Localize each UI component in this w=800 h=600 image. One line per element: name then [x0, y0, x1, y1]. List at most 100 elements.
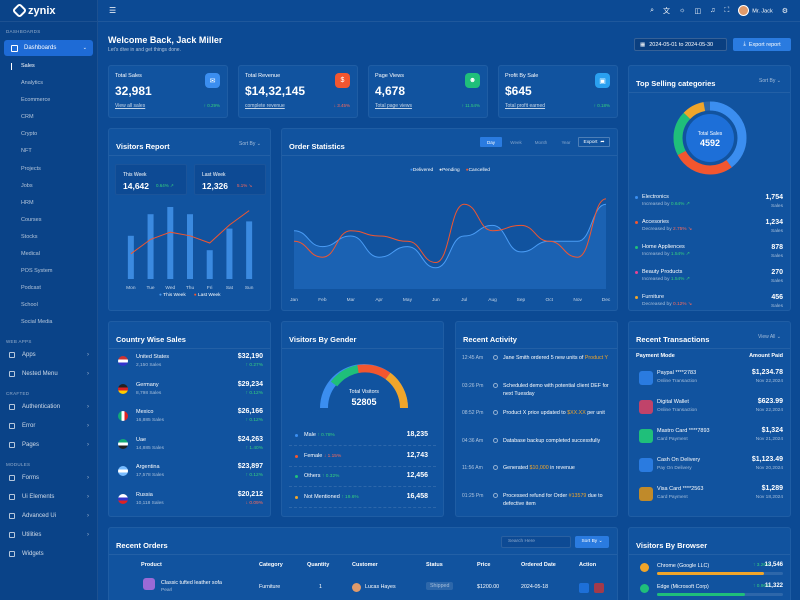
country-row[interactable]: Mexico 16,885 Sales $26,166 ↑ 0.12% [116, 408, 263, 430]
sort-button[interactable]: Sort By ⌄ [575, 536, 609, 548]
tab-week[interactable]: Week [510, 139, 522, 145]
sort-dropdown[interactable]: Sort By ⌄ [759, 78, 781, 84]
theme-icon[interactable]: ☼ [679, 7, 686, 14]
sort-dropdown[interactable]: Sort By ⌄ [239, 141, 261, 147]
sidebar-subitem[interactable]: Courses [21, 216, 42, 223]
sidebar-item-dashboards[interactable]: Dashboards ⌄ [4, 40, 93, 56]
activity-highlight: Product Y [584, 355, 609, 361]
donut-segment [673, 101, 747, 175]
menu-toggle-icon[interactable]: ☰ [109, 6, 117, 15]
sidebar-subitem[interactable]: Sales [0, 58, 97, 75]
export-report-button[interactable]: ⤓ Export report [733, 38, 791, 51]
sidebar-item-forms[interactable]: Forms › [0, 469, 97, 488]
date-range-picker[interactable]: ▦ 2024-05-01 to 2024-05-30 [634, 38, 727, 51]
export-button[interactable]: Export ➦ [578, 137, 610, 147]
activity-highlight: #13579 [568, 492, 587, 499]
country-row[interactable]: Uae 14,885 Sales $24,263 ↑ 1.40% [116, 436, 263, 458]
stat-link[interactable]: Total profit earned [505, 103, 546, 109]
stat-link[interactable]: View all sales [115, 103, 146, 109]
category-item[interactable]: Electronics Increased by 0.64% ↗ 1,754 Sale… [635, 194, 783, 219]
category-dot [635, 246, 638, 249]
payment-name: Paypal ****2783 [657, 370, 697, 376]
settings-icon[interactable]: ⚙ [781, 7, 788, 15]
sidebar-item-utilities[interactable]: Utilities › [0, 526, 97, 545]
sidebar-item-label: Pages [22, 442, 40, 448]
country-name: Argentina [136, 464, 160, 470]
sidebar-subitem[interactable]: POS System [21, 268, 53, 275]
category-item[interactable]: Accesories Decreased by 2.75% ↘ 1,234 Sales [635, 219, 783, 244]
chevron-right-icon: › [87, 442, 89, 448]
country-name: Germany [136, 381, 159, 388]
country-row[interactable]: Germany 8,798 Sales $29,234 ↑ 0.12% [116, 381, 263, 403]
product-name[interactable]: Classic tufted leather sofa [161, 580, 222, 586]
transaction-row[interactable]: Visa Card ****2563 Card Payment $1,289 Nov … [635, 484, 783, 511]
gender-change: ↑ 19.6% [341, 494, 359, 500]
sidebar-subitem[interactable]: Podcast [21, 285, 41, 292]
brand-logo[interactable]: zynix [0, 0, 97, 22]
country-row[interactable]: Russia 10,118 Sales $20,212 ↓ 0.09% [116, 491, 263, 513]
chevron-right-icon: › [87, 532, 89, 538]
category-item[interactable]: Home Appliences Increased by 1.54% ↗ 878 Sa… [635, 244, 783, 269]
sidebar-item-widgets[interactable]: Widgets [0, 545, 97, 564]
country-row[interactable]: Argentina 17,578 Sales $23,897 ↑ 0.12% [116, 463, 263, 485]
sidebar-item-nested-menu[interactable]: Nested Menu › [0, 365, 97, 384]
sidebar-subitem[interactable]: CRM [21, 114, 34, 121]
date-range-value: 2024-05-01 to 2024-05-30 [649, 41, 714, 48]
sidebar-subitem[interactable]: Ecommerce [21, 97, 51, 104]
country-amount: $29,234 [237, 380, 263, 388]
tab-day[interactable]: Day [480, 137, 502, 147]
sidebar-subitem[interactable]: Social Media [21, 319, 53, 326]
sidebar-subitem[interactable]: Jobs [21, 182, 33, 189]
cart-icon[interactable]: ◫ [694, 7, 702, 15]
transaction-row[interactable]: Mastro Card ****7893 Card Payment $1,324 No… [635, 426, 783, 453]
sidebar-subitem[interactable]: Medical [21, 251, 40, 258]
sidebar-item-pages[interactable]: Pages › [0, 436, 97, 455]
order-search-input[interactable]: Search Here [501, 536, 571, 548]
browser-row: Chrome (Google LLC) ↑ 3.26% 13,546 [635, 561, 783, 581]
transaction-row[interactable]: Cash On Delivery Pay On Delivery $1,123.49… [635, 455, 783, 482]
sidebar-item-label: Dashboards [24, 45, 57, 51]
sidebar-subitem[interactable]: HRM [21, 199, 34, 206]
timeline-dot-icon [493, 492, 498, 498]
fullscreen-icon[interactable]: ⛶ [724, 6, 730, 14]
activity-text: Processed refund for Order #13579 due to… [503, 492, 611, 508]
sidebar-item-error[interactable]: Error › [0, 417, 97, 436]
stat-link[interactable]: Total page views [375, 103, 412, 109]
tab-year[interactable]: Year [561, 139, 571, 145]
sidebar-subitem[interactable]: School [21, 302, 38, 309]
category-item[interactable]: Furniture Decreased by 0.12% ↘ 456 Sales [635, 294, 783, 319]
sidebar-item-label: Ui Elements [22, 494, 55, 500]
sidebar-item-advanced-ui[interactable]: Advanced Ui › [0, 507, 97, 526]
chevron-right-icon: › [87, 494, 89, 500]
edit-icon[interactable] [579, 583, 589, 593]
notification-icon[interactable]: ♫ [710, 7, 716, 14]
sidebar-subitem[interactable]: NFT [21, 148, 32, 155]
tool-icon [9, 532, 15, 538]
tab-month[interactable]: Month [534, 139, 548, 145]
language-icon[interactable]: 文 [663, 7, 671, 15]
section-label: WEB APPS [6, 338, 32, 344]
country-row[interactable]: United States 2,150 Sales $32,190 ↑ 0.27% [116, 353, 263, 375]
sidebar-subitem[interactable]: Projects [21, 165, 41, 172]
activity-time: 01:25 Pm [462, 492, 484, 499]
user-menu[interactable]: Mr. Jack [738, 5, 773, 16]
category-item[interactable]: Beauty Products Increased by 1.54% ↗ 270 Sa… [635, 269, 783, 294]
category-change: 1.54% ↗ [670, 252, 690, 257]
activity-rest: per unit [585, 410, 605, 416]
payment-amount: $1,234.78 [751, 369, 783, 376]
avatar [738, 5, 750, 16]
delete-icon[interactable] [594, 583, 604, 593]
stat-link[interactable]: complete revenue [245, 103, 285, 109]
sidebar-subitem[interactable]: Analytics [21, 80, 44, 87]
sidebar-item-authentication[interactable]: Authentication › [0, 398, 97, 417]
sidebar-subitem[interactable]: Crypto [21, 131, 38, 138]
transaction-row[interactable]: Digital Wallet Online Transaction $623.99 N… [635, 397, 783, 424]
sidebar-item-apps[interactable]: Apps › [0, 346, 97, 365]
payment-icon [639, 429, 653, 443]
sidebar-subitem[interactable]: Stocks [21, 233, 38, 240]
view-all-link[interactable]: View All ⌄ [757, 334, 781, 340]
search-icon[interactable]: ⌕ [650, 6, 655, 14]
gauge-segment [330, 365, 359, 387]
sidebar-item-ui-elements[interactable]: Ui Elements › [0, 488, 97, 507]
transaction-row[interactable]: Paypal ****2783 Online Transaction $1,234.… [635, 368, 783, 395]
